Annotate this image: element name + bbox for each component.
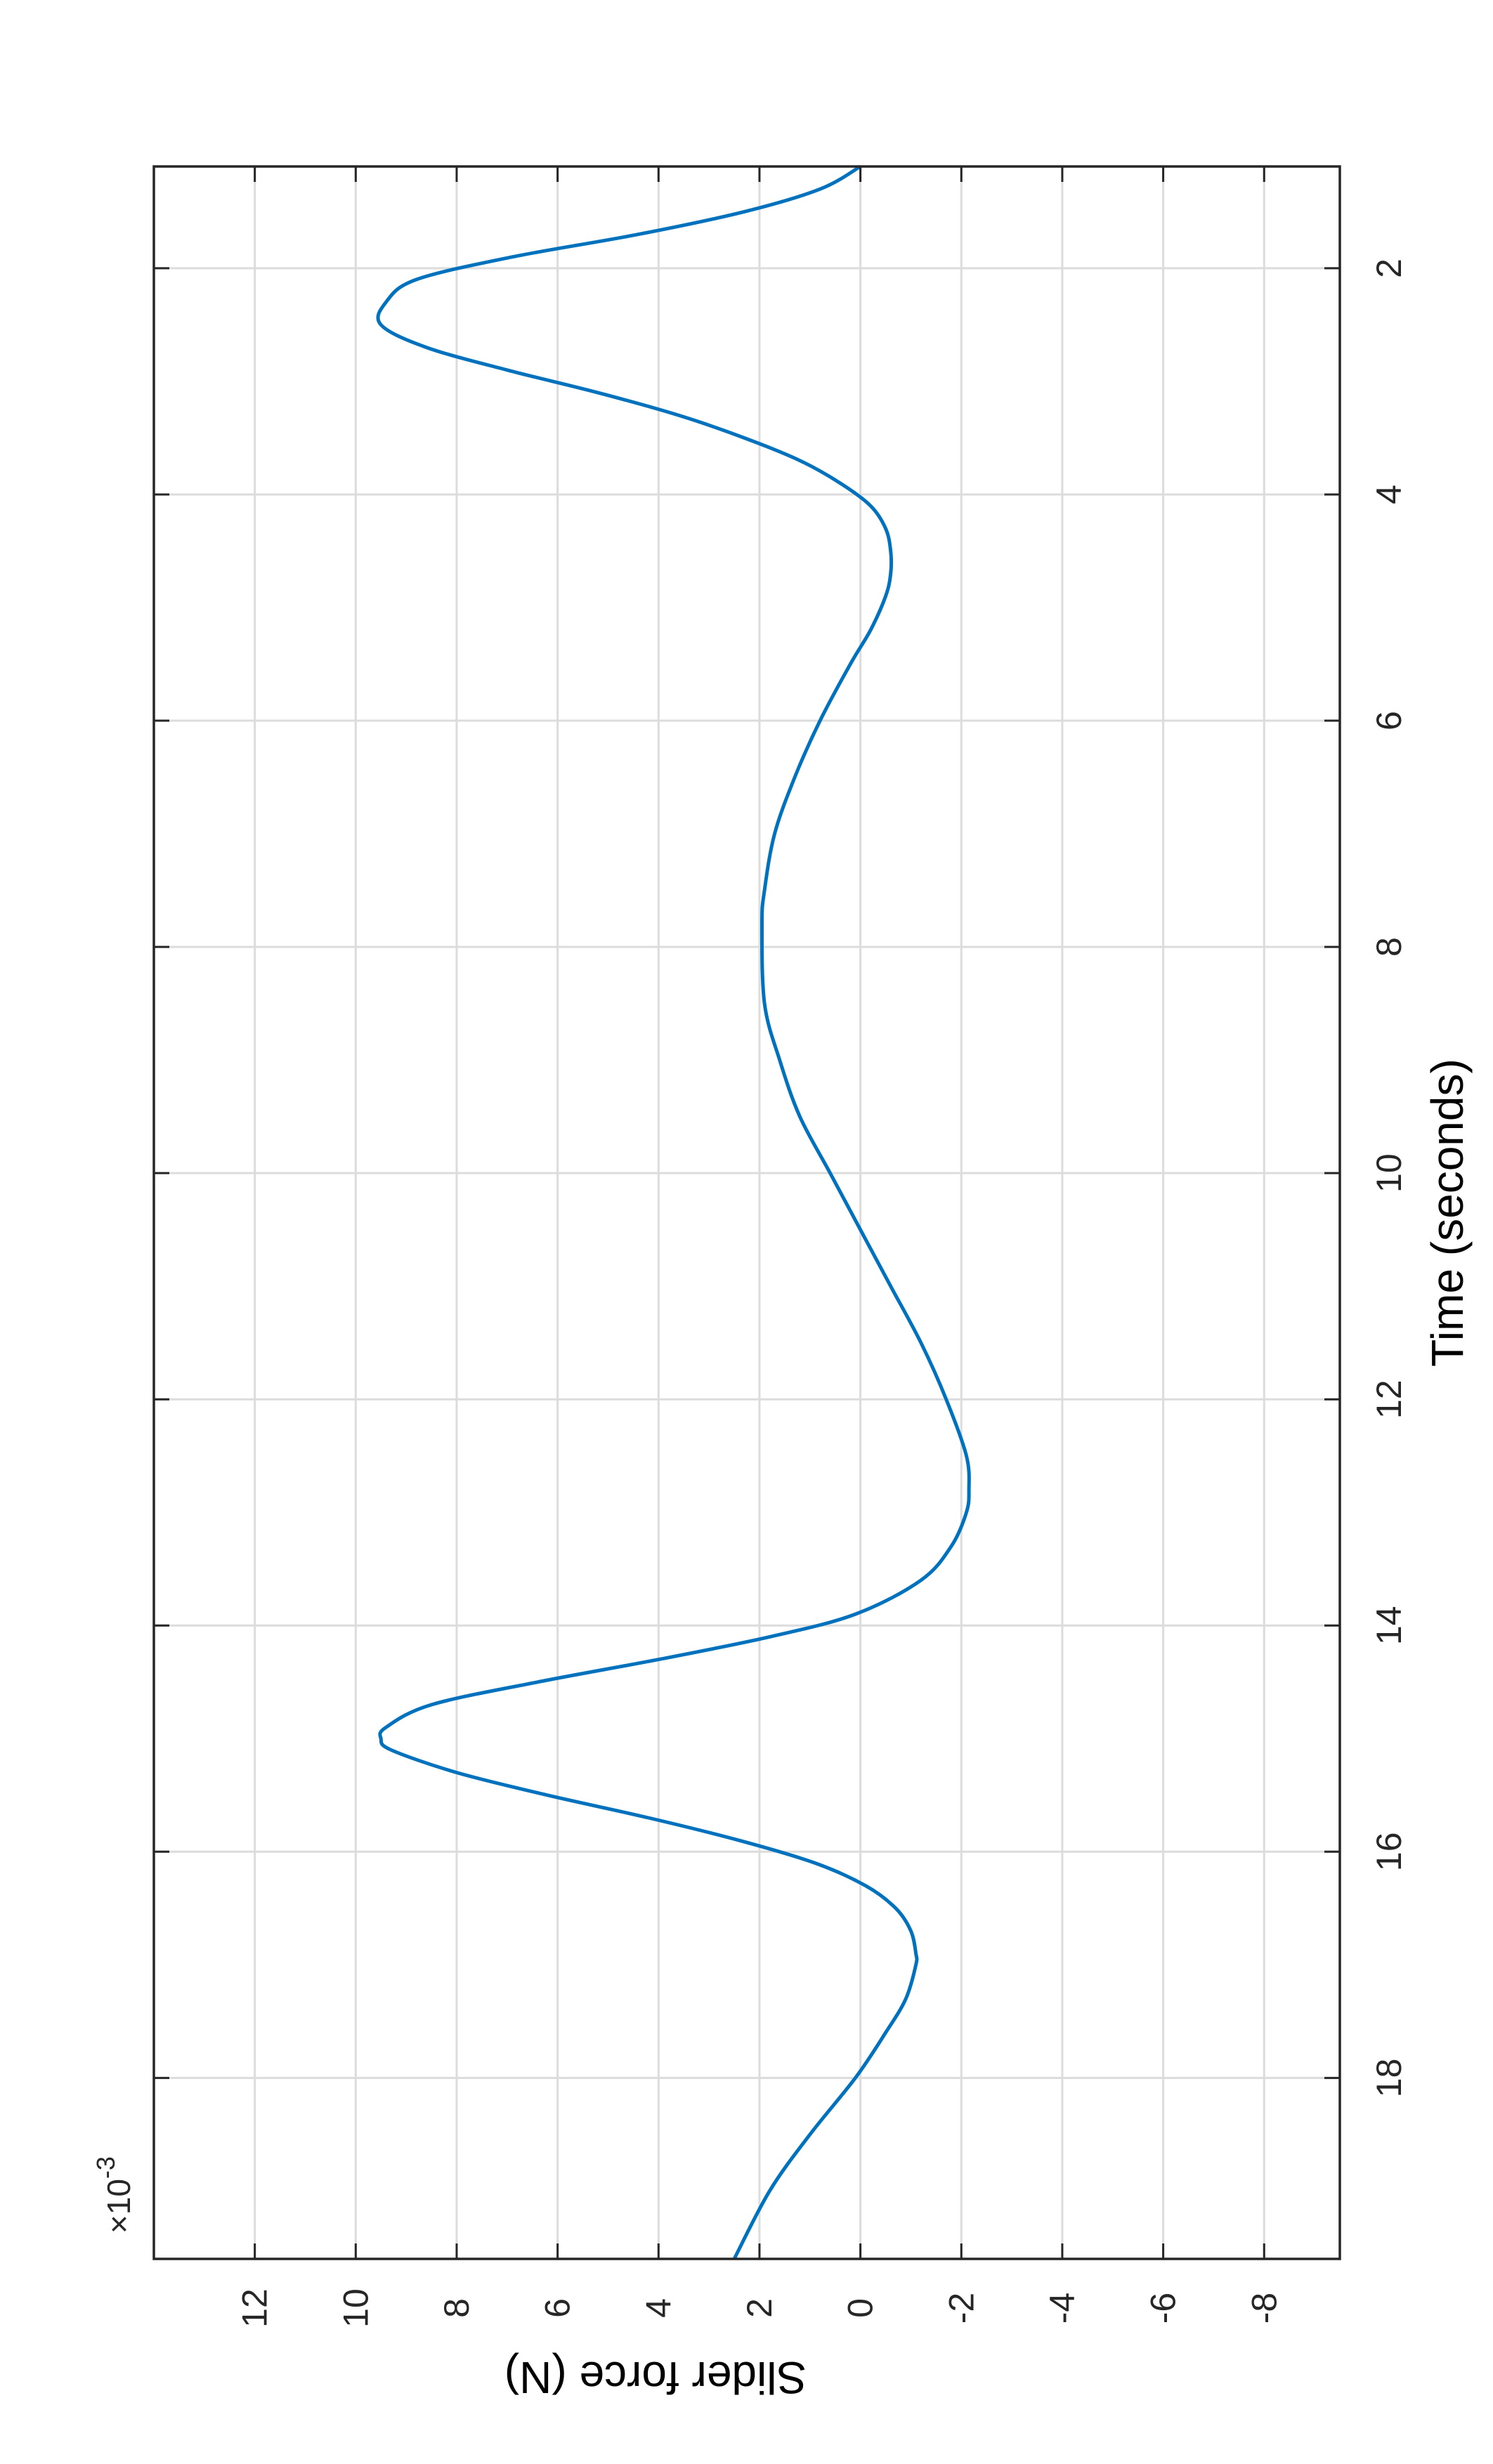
- plot-area: [154, 166, 1340, 2259]
- y-tick-label: -6: [1144, 2293, 1183, 2324]
- y-tick-label: 8: [437, 2298, 476, 2318]
- x-axis-title: Time (seconds): [1422, 1059, 1473, 1367]
- y-tick-label: 12: [235, 2288, 275, 2328]
- x-tick-label: 4: [1369, 485, 1409, 504]
- x-tick-label: 10: [1369, 1153, 1409, 1193]
- x-tick-label: 16: [1369, 1832, 1409, 1871]
- x-tick-label: 6: [1369, 711, 1409, 730]
- x-tick-label: 8: [1369, 937, 1409, 957]
- y-axis-title: Slider force (N): [504, 2352, 807, 2403]
- y-tick-label: -8: [1244, 2293, 1284, 2324]
- y-tick-label: 0: [841, 2298, 880, 2318]
- x-tick-label: 14: [1369, 1606, 1409, 1645]
- x-tick-label: 18: [1369, 2059, 1409, 2098]
- tick-marks: [152, 165, 1341, 2260]
- y-tick-label: 6: [538, 2298, 578, 2318]
- grid-lines: [154, 166, 1340, 2259]
- y-tick-label: -4: [1043, 2293, 1082, 2324]
- y-tick-label: 2: [740, 2298, 779, 2318]
- x-tick-label: 2: [1369, 258, 1409, 278]
- y-tick-label: 10: [336, 2288, 375, 2328]
- axes-frame: [152, 165, 1341, 2260]
- y-exponent-label: ×10-3: [91, 2156, 137, 2234]
- y-tick-label: -2: [941, 2293, 981, 2324]
- tick-labels: 2 4 6 8 10 12 14 16 18 12 10 8 6 4 2 0 -2 -4 -6 -8: [235, 258, 1409, 2328]
- series-lines: [376, 164, 971, 2260]
- force-series-line: [376, 164, 971, 2260]
- x-tick-label: 12: [1369, 1380, 1409, 1419]
- y-tick-label: 4: [639, 2298, 678, 2318]
- y-exponent-power: -3: [91, 2156, 120, 2179]
